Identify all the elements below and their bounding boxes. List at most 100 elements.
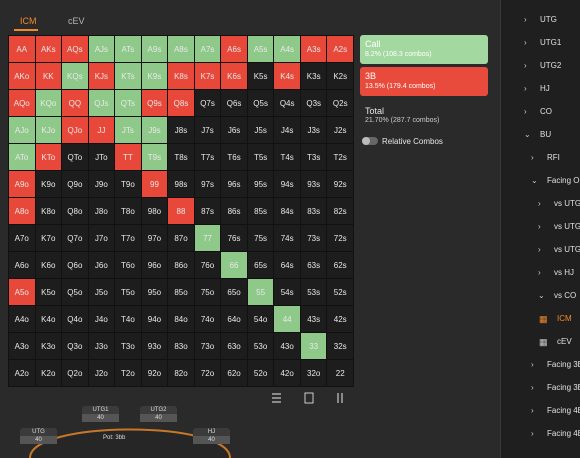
hand-cell[interactable]: 64s xyxy=(274,252,300,278)
hand-cell[interactable]: 63o xyxy=(221,333,247,359)
hand-cell[interactable]: K7o xyxy=(35,225,62,251)
hand-cell[interactable]: A4o xyxy=(9,306,35,332)
hand-cell[interactable]: QTo xyxy=(62,144,88,170)
hand-cell[interactable]: K8s xyxy=(168,63,194,89)
hand-cell[interactable]: T4o xyxy=(115,306,141,332)
hand-cell[interactable]: T6s xyxy=(221,144,247,170)
hand-cell[interactable]: A7s xyxy=(194,36,221,62)
hand-cell[interactable]: K2s xyxy=(327,63,353,89)
hand-cell[interactable]: Q7s xyxy=(194,90,221,116)
hand-cell[interactable]: 42o xyxy=(274,360,300,386)
hand-cell[interactable]: 96s xyxy=(221,171,247,197)
hand-cell[interactable]: 95s xyxy=(247,171,274,197)
hand-cell[interactable]: T3s xyxy=(300,144,327,170)
hand-cell[interactable]: J3o xyxy=(88,333,115,359)
hand-cell[interactable]: K4s xyxy=(274,63,300,89)
hand-cell[interactable]: 73o xyxy=(194,333,221,359)
hand-cell[interactable]: K6s xyxy=(221,63,247,89)
hand-cell[interactable]: T6o xyxy=(115,252,141,278)
hand-cell[interactable]: A4s xyxy=(274,36,300,62)
tree-arrow[interactable]: › xyxy=(524,15,527,24)
hand-cell[interactable]: K7s xyxy=(194,63,221,89)
tree-item[interactable]: cEV xyxy=(557,337,572,346)
hand-cell[interactable]: T5s xyxy=(247,144,274,170)
hand-cell[interactable]: AQo xyxy=(9,90,35,116)
hand-cell[interactable]: 75o xyxy=(194,279,221,305)
hand-cell[interactable]: ATo xyxy=(9,144,35,170)
hand-cell[interactable]: 85o xyxy=(168,279,194,305)
tree-arrow[interactable]: › xyxy=(531,383,534,392)
hand-cell[interactable]: A9o xyxy=(9,171,35,197)
tree-item[interactable]: Facing 3B xyxy=(547,383,580,392)
hand-cell[interactable]: 64o xyxy=(221,306,247,332)
hand-cell[interactable]: 44 xyxy=(274,306,300,332)
hand-cell[interactable]: 73s xyxy=(300,225,327,251)
tree-item[interactable]: Facing 3B xyxy=(547,360,580,369)
tree-item[interactable]: Facing 4B xyxy=(547,429,580,438)
hand-cell[interactable]: J4o xyxy=(88,306,115,332)
tree-arrow[interactable]: › xyxy=(524,38,527,47)
hand-cell[interactable]: 54s xyxy=(274,279,300,305)
hand-cell[interactable]: 72o xyxy=(194,360,221,386)
hand-cell[interactable]: AKo xyxy=(9,63,35,89)
legend-box[interactable]: 3B 13.5% (179.4 combos) xyxy=(360,67,488,96)
hand-cell[interactable]: 65s xyxy=(247,252,274,278)
hand-cell[interactable]: Q4s xyxy=(274,90,300,116)
hand-cell[interactable]: 76s xyxy=(221,225,247,251)
hand-cell[interactable]: 52s xyxy=(327,279,353,305)
hand-cell[interactable]: 77 xyxy=(194,225,221,251)
hand-cell[interactable]: 75s xyxy=(247,225,274,251)
hand-cell[interactable]: KK xyxy=(35,63,62,89)
hand-cell[interactable]: JTs xyxy=(115,117,141,143)
hand-cell[interactable]: T9o xyxy=(115,171,141,197)
hand-cell[interactable]: QJo xyxy=(62,117,88,143)
tree-item[interactable]: RFI xyxy=(547,153,560,162)
hand-cell[interactable]: 83o xyxy=(168,333,194,359)
tree-arrow[interactable]: › xyxy=(531,153,534,162)
hand-cell[interactable]: J9s xyxy=(141,117,168,143)
hand-cell[interactable]: J4s xyxy=(274,117,300,143)
hand-cell[interactable]: 53s xyxy=(300,279,327,305)
hand-cell[interactable]: K5o xyxy=(35,279,62,305)
hand-cell[interactable]: 62o xyxy=(221,360,247,386)
hand-cell[interactable]: J2o xyxy=(88,360,115,386)
hand-cell[interactable]: A3s xyxy=(300,36,327,62)
tree-item[interactable]: UTG2 xyxy=(540,61,562,70)
hand-cell[interactable]: Q5o xyxy=(62,279,88,305)
tree-item[interactable]: HJ xyxy=(540,84,550,93)
hand-cell[interactable]: 86o xyxy=(168,252,194,278)
hand-cell[interactable]: A6s xyxy=(221,36,247,62)
hand-cell[interactable]: 86s xyxy=(221,198,247,224)
hand-cell[interactable]: J7s xyxy=(194,117,221,143)
tree-arrow[interactable]: › xyxy=(531,406,534,415)
view-icon[interactable]: ▦ xyxy=(539,337,548,347)
hand-cell[interactable]: 95o xyxy=(141,279,168,305)
hand-cell[interactable]: Q6s xyxy=(221,90,247,116)
hand-cell[interactable]: 74s xyxy=(274,225,300,251)
tree-item[interactable]: vs UTG1 xyxy=(554,222,580,231)
hand-cell[interactable]: Q8o xyxy=(62,198,88,224)
hand-cell[interactable]: 63s xyxy=(300,252,327,278)
hand-cell[interactable]: 43s xyxy=(300,306,327,332)
hand-cell[interactable]: JTo xyxy=(88,144,115,170)
hand-cell[interactable]: AQs xyxy=(62,36,88,62)
hand-cell[interactable]: J5o xyxy=(88,279,115,305)
hand-cell[interactable]: 93s xyxy=(300,171,327,197)
hand-cell[interactable]: A8s xyxy=(168,36,194,62)
tree-item[interactable]: Facing 4B xyxy=(547,406,580,415)
tree-arrow[interactable]: › xyxy=(524,107,527,116)
tab[interactable]: ICM xyxy=(20,16,37,26)
hand-cell[interactable]: 82o xyxy=(168,360,194,386)
tree-arrow[interactable]: › xyxy=(538,222,541,231)
hand-cell[interactable]: J6s xyxy=(221,117,247,143)
tree-arrow[interactable]: ⌄ xyxy=(524,130,531,139)
hand-cell[interactable]: A5s xyxy=(247,36,274,62)
tree-item[interactable]: vs UTG2 xyxy=(554,245,580,254)
hand-cell[interactable]: 98o xyxy=(141,198,168,224)
hand-cell[interactable]: KJo xyxy=(35,117,62,143)
hand-cell[interactable]: 22 xyxy=(327,360,353,386)
tree-item[interactable]: Facing Ope xyxy=(547,176,580,185)
hand-cell[interactable]: A6o xyxy=(9,252,35,278)
hand-cell[interactable]: T5o xyxy=(115,279,141,305)
hand-cell[interactable]: A2s xyxy=(327,36,353,62)
